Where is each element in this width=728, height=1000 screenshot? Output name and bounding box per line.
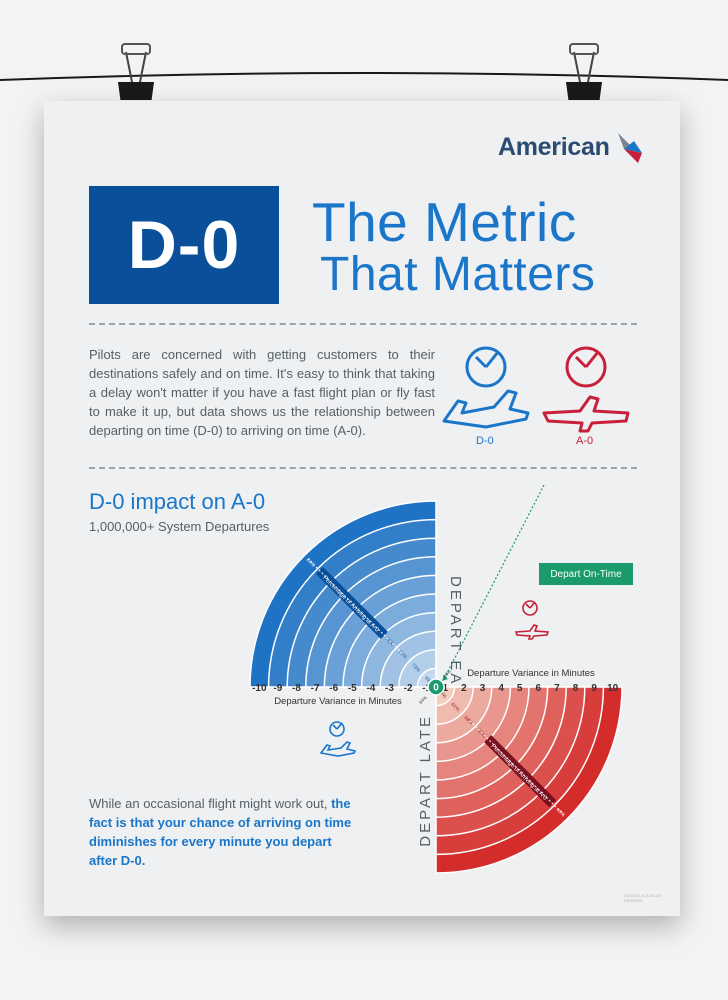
a0-icon-label: A-0: [576, 435, 594, 447]
american-logo-text: American: [498, 133, 610, 161]
early-tick-label: -2: [404, 683, 413, 694]
origin-marker: [427, 678, 445, 696]
early-pct-label: 84%: [305, 557, 317, 569]
early-tick-label: -4: [366, 683, 375, 694]
early-tick-label: -5: [348, 683, 357, 694]
small-red-plane-clock-icon: [514, 600, 550, 640]
poster: American D-0 The Metric That Matters Pil…: [44, 101, 680, 916]
binder-clip-left-icon: [118, 43, 154, 100]
origin-pct-right: 64%: [442, 669, 452, 679]
early-pct-label: 78%: [384, 636, 396, 648]
d0-impact-chart: 84%83%82%81%80%79%78%75%73%69%64%61%58%5…: [249, 484, 623, 874]
late-pct-label: 64%: [436, 689, 448, 701]
d0-icon-label: D-0: [476, 435, 494, 447]
axis-title-left: Departure Variance in Minutes: [274, 696, 402, 707]
bottom-paragraph: While an occasional flight might work ou…: [89, 794, 359, 870]
late-pct-label: 55%: [476, 728, 488, 740]
late-tick-label: 6: [536, 683, 542, 694]
title-line-1: The Metric: [312, 191, 577, 253]
late-tick-label: 3: [480, 683, 486, 694]
late-tick-label: 4: [498, 683, 504, 694]
late-tick-label: 9: [591, 683, 597, 694]
late-pct-label: 61%: [449, 702, 461, 714]
intro-paragraph: Pilots are concerned with getting custom…: [89, 347, 435, 438]
late-tick-label: 2: [461, 683, 467, 694]
chart-section-subtitle: 1,000,000+ System Departures: [89, 519, 270, 534]
chart-section-title: D-0 impact on A-0: [89, 489, 266, 514]
late-tick-label: 10: [607, 683, 619, 694]
callout-line: [443, 484, 545, 680]
late-tick-label: 5: [517, 683, 523, 694]
depart-on-time-callout: Depart On-Time: [539, 563, 633, 585]
early-pct-label: 75%: [397, 649, 409, 661]
fine-print: XXXXXX-X-X-XX-XX XX/XX/XX: [624, 893, 662, 903]
d0-title-box: D-0: [89, 186, 279, 304]
a0-clock-plane-icon: [542, 346, 630, 433]
early-tick-label: -3: [385, 683, 394, 694]
divider-top: [89, 323, 637, 325]
early-tick-label: -9: [273, 683, 282, 694]
early-tick-label: -8: [292, 683, 301, 694]
early-pct-label: 73%: [410, 662, 422, 674]
early-tick-label: -1: [422, 683, 431, 694]
bottom-text-plain: While an occasional flight might work ou…: [89, 796, 328, 811]
callout-arrowhead: [442, 675, 448, 681]
binder-clip-right-icon: [566, 43, 602, 100]
early-tick-label: -6: [329, 683, 338, 694]
hanging-wire: [0, 43, 728, 100]
late-pct-label: 58%: [463, 715, 475, 727]
title-line-2: That Matters: [320, 248, 596, 301]
d0-clock-plane-icon: [442, 346, 530, 429]
late-tick-label: 1: [443, 683, 449, 694]
late-tick-label: 7: [554, 683, 560, 694]
bottom-text-bold: the fact is that your chance of arriving…: [89, 796, 352, 868]
early-pct-label: 69%: [423, 675, 435, 687]
early-tick-label: -7: [311, 683, 320, 694]
axis-title-right: Departure Variance in Minutes: [467, 668, 595, 679]
origin-pct-left: 64%: [418, 695, 428, 705]
american-flight-symbol-icon: [618, 133, 642, 163]
late-pct-label: 40%: [555, 807, 567, 819]
divider-middle: [89, 467, 637, 469]
small-blue-plane-clock-icon: [319, 721, 357, 757]
origin-label: 0: [433, 683, 439, 694]
early-tick-label: -10: [252, 683, 267, 694]
late-tick-label: 8: [573, 683, 579, 694]
